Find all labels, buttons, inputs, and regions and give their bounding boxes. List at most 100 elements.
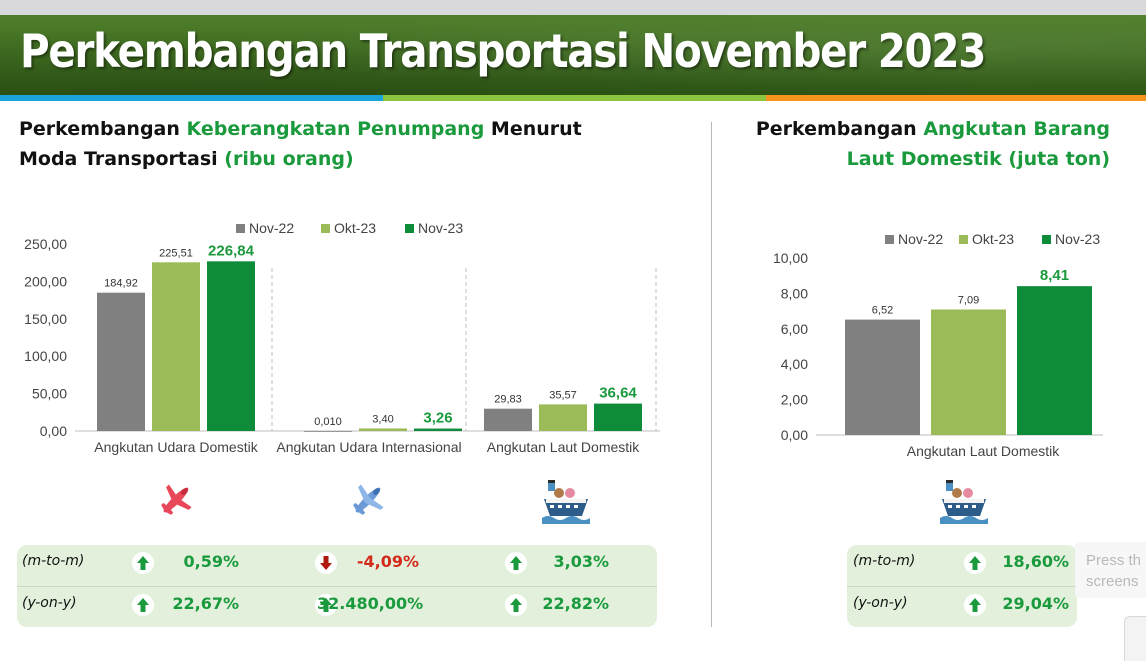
legend-swatch bbox=[959, 235, 968, 244]
period-label: (m-to-m) bbox=[22, 553, 85, 569]
period-label: (y-on-y) bbox=[853, 595, 908, 611]
data-label: 29,83 bbox=[494, 394, 522, 406]
bar bbox=[359, 428, 407, 431]
y-tick-label: 150,00 bbox=[24, 311, 67, 327]
arrow-up-icon bbox=[964, 552, 986, 574]
bar bbox=[414, 428, 462, 431]
title-part: Laut Domestik (juta ton) bbox=[846, 148, 1110, 170]
section-divider bbox=[711, 122, 712, 627]
y-tick-label: 10,00 bbox=[773, 250, 808, 266]
data-label: 7,09 bbox=[958, 295, 979, 307]
cargo-chart: 0,00 2,00 4,00 6,00 8,00 10,00 Nov-22 Okt-23 Nov… bbox=[773, 231, 1103, 459]
growth-value: 29,04% bbox=[1002, 594, 1069, 613]
legend-label: Nov-23 bbox=[1055, 231, 1100, 247]
bar bbox=[484, 408, 532, 431]
growth-value: 18,60% bbox=[1002, 552, 1069, 571]
y-tick-label: 0,00 bbox=[781, 427, 808, 443]
bar bbox=[1017, 286, 1092, 435]
legend-label: Okt-23 bbox=[972, 231, 1014, 247]
ship-icon bbox=[940, 478, 988, 524]
row-divider bbox=[17, 586, 657, 587]
y-tick-label: 6,00 bbox=[781, 321, 808, 337]
title-part: Menurut bbox=[484, 118, 582, 140]
row-divider bbox=[847, 586, 1077, 587]
bar bbox=[845, 319, 920, 435]
arrow-up-icon bbox=[132, 552, 154, 574]
title-part: Moda Transportasi bbox=[19, 148, 225, 170]
legend-swatch bbox=[405, 224, 414, 233]
bar bbox=[97, 292, 145, 431]
cargo-growth-table: (m-to-m) 18,60% (y-on-y) 29,04% bbox=[847, 545, 1077, 627]
data-label: 8,41 bbox=[1040, 267, 1069, 284]
y-tick-label: 8,00 bbox=[781, 285, 808, 301]
screenshot-toast[interactable]: Press th screens bbox=[1075, 542, 1146, 598]
y-tick-label: 0,00 bbox=[40, 423, 67, 439]
bar bbox=[539, 404, 587, 431]
header-stripe bbox=[0, 95, 383, 101]
growth-value: 0,59% bbox=[183, 552, 239, 571]
period-label: (y-on-y) bbox=[22, 595, 77, 611]
y-tick-label: 50,00 bbox=[32, 386, 67, 402]
y-tick-label: 4,00 bbox=[781, 356, 808, 372]
legend-swatch bbox=[885, 235, 894, 244]
toast-line: screens bbox=[1086, 573, 1139, 590]
data-label: 35,57 bbox=[549, 389, 577, 401]
page-title: Perkembangan Transportasi November 2023 bbox=[20, 24, 986, 78]
title-part: Perkembangan bbox=[755, 118, 924, 140]
left-section-title: Perkembangan Keberangkatan Penumpang Men… bbox=[19, 114, 659, 174]
right-section-title: Perkembangan Angkutan Barang Laut Domesti… bbox=[740, 114, 1110, 174]
legend-label: Nov-23 bbox=[418, 220, 463, 236]
arrow-up-icon bbox=[315, 594, 337, 616]
growth-value: 22,67% bbox=[172, 594, 239, 613]
y-tick-label: 200,00 bbox=[24, 273, 67, 289]
data-label: 36,64 bbox=[599, 385, 637, 402]
period-label: (m-to-m) bbox=[853, 553, 916, 569]
data-label: 184,92 bbox=[104, 278, 138, 290]
passenger-growth-table: (m-to-m) 0,59% -4,09% 3,03% (y-on-y) 22,67% 32… bbox=[17, 545, 657, 627]
x-category-label: Angkutan Udara Internasional bbox=[276, 439, 461, 455]
bar bbox=[152, 262, 200, 431]
data-label: 225,51 bbox=[159, 247, 193, 259]
legend-swatch bbox=[236, 224, 245, 233]
toast-line: Press th bbox=[1086, 552, 1142, 569]
arrow-up-icon bbox=[132, 594, 154, 616]
window-top-strip bbox=[0, 0, 1146, 15]
data-label: 3,26 bbox=[423, 410, 452, 427]
title-part: Angkutan Barang bbox=[923, 118, 1110, 140]
title-part: (ribu orang) bbox=[224, 148, 354, 170]
y-tick-label: 2,00 bbox=[781, 392, 808, 408]
y-tick-label: 250,00 bbox=[24, 236, 67, 252]
arrow-down-icon bbox=[315, 552, 337, 574]
title-part: Keberangkatan Penumpang bbox=[186, 118, 485, 140]
growth-value: -4,09% bbox=[356, 552, 419, 571]
header-color-stripes bbox=[0, 95, 1146, 101]
header-stripe bbox=[383, 95, 766, 101]
legend-swatch bbox=[1042, 235, 1051, 244]
growth-value: 22,82% bbox=[542, 594, 609, 613]
x-category-label: Angkutan Laut Domestik bbox=[907, 443, 1061, 459]
arrow-up-icon bbox=[505, 552, 527, 574]
arrow-up-icon bbox=[505, 594, 527, 616]
ship-icon bbox=[542, 478, 590, 524]
corner-widget[interactable] bbox=[1124, 616, 1146, 661]
y-tick-label: 100,00 bbox=[24, 348, 67, 364]
bar bbox=[304, 430, 352, 432]
data-label: 3,40 bbox=[372, 413, 393, 425]
legend-label: Nov-22 bbox=[249, 220, 294, 236]
header-banner: Perkembangan Transportasi November 2023 bbox=[0, 15, 1146, 95]
bar bbox=[594, 403, 642, 431]
title-part: Perkembangan bbox=[19, 118, 187, 140]
passenger-chart: 0,00 50,00 100,00 150,00 200,00 250,00 Nov-22 O… bbox=[24, 220, 660, 455]
bar bbox=[931, 309, 1006, 435]
arrow-up-icon bbox=[964, 594, 986, 616]
data-label: 6,52 bbox=[872, 305, 893, 317]
bar bbox=[207, 261, 255, 431]
growth-value: 32.480,00% bbox=[317, 594, 424, 613]
data-label: 226,84 bbox=[208, 242, 255, 259]
growth-value: 3,03% bbox=[553, 552, 609, 571]
legend-swatch bbox=[321, 224, 330, 233]
legend-label: Nov-22 bbox=[898, 231, 943, 247]
data-label: 0,010 bbox=[314, 416, 342, 428]
x-category-label: Angkutan Udara Domestik bbox=[94, 439, 258, 455]
legend-label: Okt-23 bbox=[334, 220, 376, 236]
